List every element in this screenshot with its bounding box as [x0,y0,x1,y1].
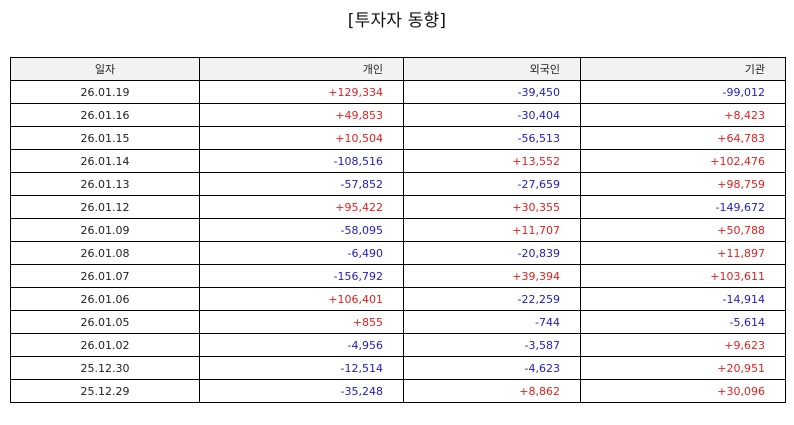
foreign-cell: -744 [403,310,581,334]
institution-cell: +9,623 [580,333,786,357]
table-row: 26.01.15 +10,504 -56,513 +64,783 [10,126,786,150]
foreign-cell: -56,513 [403,126,581,150]
date-cell: 26.01.19 [10,80,200,104]
individual-cell: +129,334 [199,80,404,104]
date-cell: 26.01.09 [10,218,200,242]
table-row: 25.12.29 -35,248 +8,862 +30,096 [10,379,786,403]
table-row: 26.01.14 -108,516 +13,552 +102,476 [10,149,786,173]
header-foreign: 외국인 [403,57,581,81]
date-cell: 26.01.05 [10,310,200,334]
institution-cell: -14,914 [580,287,786,311]
date-cell: 26.01.02 [10,333,200,357]
table-row: 26.01.08 -6,490 -20,839 +11,897 [10,241,786,265]
individual-cell: +95,422 [199,195,404,219]
date-cell: 26.01.15 [10,126,200,150]
individual-cell: +106,401 [199,287,404,311]
table-row: 26.01.05 +855 -744 -5,614 [10,310,786,334]
foreign-cell: -27,659 [403,172,581,196]
page-title: [투자자 동향] [347,11,447,31]
institution-cell: -99,012 [580,80,786,104]
individual-cell: +10,504 [199,126,404,150]
table-row: 26.01.09 -58,095 +11,707 +50,788 [10,218,786,242]
table-row: 26.01.07 -156,792 +39,394 +103,611 [10,264,786,288]
date-cell: 26.01.07 [10,264,200,288]
foreign-cell: +39,394 [403,264,581,288]
foreign-cell: -20,839 [403,241,581,265]
header-individual: 개인 [199,57,404,81]
date-cell: 26.01.14 [10,149,200,173]
individual-cell: -58,095 [199,218,404,242]
table-row: 26.01.13 -57,852 -27,659 +98,759 [10,172,786,196]
header-date: 일자 [10,57,200,81]
foreign-cell: -4,623 [403,356,581,380]
date-cell: 26.01.12 [10,195,200,219]
institution-cell: +50,788 [580,218,786,242]
institution-cell: -149,672 [580,195,786,219]
individual-cell: -12,514 [199,356,404,380]
foreign-cell: +13,552 [403,149,581,173]
foreign-cell: -30,404 [403,103,581,127]
date-cell: 26.01.08 [10,241,200,265]
individual-cell: -57,852 [199,172,404,196]
header-row: 일자 개인 외국인 기관 [10,57,786,81]
individual-cell: -6,490 [199,241,404,265]
date-cell: 25.12.29 [10,379,200,403]
institution-cell: +20,951 [580,356,786,380]
foreign-cell: +8,862 [403,379,581,403]
table-row: 25.12.30 -12,514 -4,623 +20,951 [10,356,786,380]
foreign-cell: -3,587 [403,333,581,357]
date-cell: 26.01.16 [10,103,200,127]
table-header: 일자 개인 외국인 기관 [10,57,786,81]
foreign-cell: -22,259 [403,287,581,311]
table-body: 26.01.19 +129,334 -39,450 -99,012 26.01.16 +4… [10,80,786,403]
table-row: 26.01.12 +95,422 +30,355 -149,672 [10,195,786,219]
header-institution: 기관 [580,57,786,81]
table-row: 26.01.16 +49,853 -30,404 +8,423 [10,103,786,127]
date-cell: 25.12.30 [10,356,200,380]
institution-cell: -5,614 [580,310,786,334]
foreign-cell: +30,355 [403,195,581,219]
foreign-cell: -39,450 [403,80,581,104]
institution-cell: +64,783 [580,126,786,150]
date-cell: 26.01.06 [10,287,200,311]
table-row: 26.01.19 +129,334 -39,450 -99,012 [10,80,786,104]
institution-cell: +102,476 [580,149,786,173]
table-row: 26.01.06 +106,401 -22,259 -14,914 [10,287,786,311]
individual-cell: +855 [199,310,404,334]
individual-cell: -156,792 [199,264,404,288]
table-row: 26.01.02 -4,956 -3,587 +9,623 [10,333,786,357]
individual-cell: -4,956 [199,333,404,357]
institution-cell: +8,423 [580,103,786,127]
investor-trend-table: 일자 개인 외국인 기관 26.01.19 +129,334 -39,450 -99,… [10,57,786,403]
date-cell: 26.01.13 [10,172,200,196]
individual-cell: -35,248 [199,379,404,403]
individual-cell: +49,853 [199,103,404,127]
individual-cell: -108,516 [199,149,404,173]
institution-cell: +98,759 [580,172,786,196]
institution-cell: +11,897 [580,241,786,265]
foreign-cell: +11,707 [403,218,581,242]
institution-cell: +30,096 [580,379,786,403]
institution-cell: +103,611 [580,264,786,288]
